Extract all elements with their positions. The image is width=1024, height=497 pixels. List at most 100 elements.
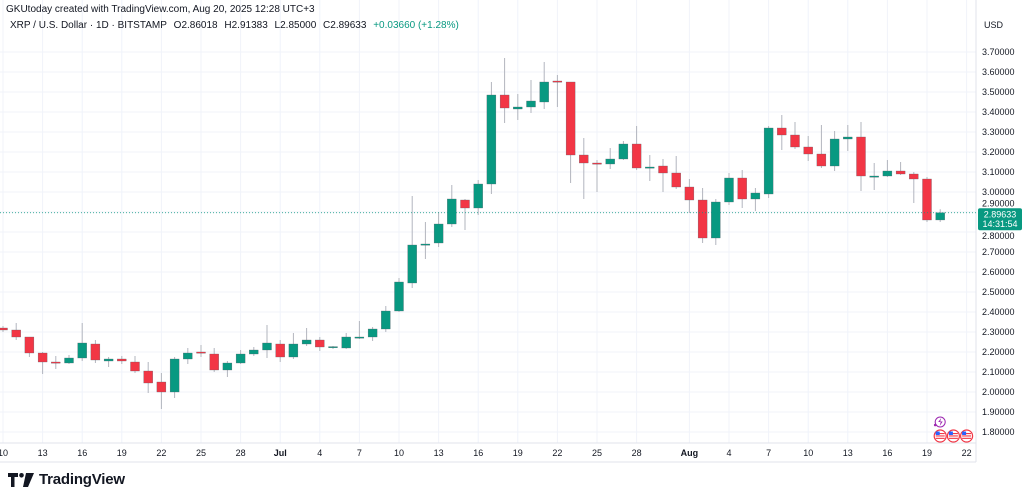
candle[interactable] [328,346,338,349]
candle[interactable] [631,126,642,170]
candle[interactable] [77,323,87,361]
candle[interactable] [37,352,48,374]
candle[interactable] [513,94,523,120]
candle[interactable] [433,212,444,247]
candle[interactable] [460,199,470,230]
candle[interactable] [288,333,299,359]
candles [0,58,945,409]
candle-body [183,352,193,360]
candle-body [711,201,721,239]
candle[interactable] [724,173,734,205]
time-tick-label: 13 [434,448,444,458]
candle[interactable] [829,131,840,171]
candle[interactable] [526,80,536,113]
symbol-legend: XRP / U.S. Dollar · 1D · BITSTAMP O2.860… [10,20,463,31]
candle[interactable] [882,160,893,177]
price-tick-label: 1.80000 [982,427,1015,437]
candle[interactable] [354,321,365,339]
candle[interactable] [183,348,193,364]
candle[interactable] [301,328,312,346]
symbol-title[interactable]: XRP / U.S. Dollar · 1D · BITSTAMP [10,20,167,31]
candle[interactable] [856,122,866,191]
candle[interactable] [499,58,510,123]
candle[interactable] [24,336,35,357]
candle[interactable] [618,141,629,160]
candle[interactable] [447,185,457,227]
candle[interactable] [64,355,74,364]
candle[interactable] [816,125,827,168]
candle[interactable] [922,177,932,222]
candle[interactable] [592,160,602,192]
candle[interactable] [235,350,246,364]
time-axis[interactable]: 10 13 16 19 22 25 28 Jul 4 7 10 13 16 19 22 25 28 Aug 4 7 10… [0,448,972,458]
candle[interactable] [367,327,378,341]
candle[interactable] [275,340,285,362]
candle[interactable] [790,122,800,149]
candle-body [420,243,431,246]
candle[interactable] [895,162,906,175]
candle-body [156,381,167,393]
candle[interactable] [711,199,721,245]
candle[interactable] [777,115,787,150]
candle[interactable] [763,126,774,198]
candle[interactable] [394,278,404,312]
events-row[interactable] [933,416,974,443]
us-flag-icon[interactable] [959,429,974,443]
candle[interactable] [565,81,576,183]
candle[interactable] [420,222,431,259]
candle[interactable] [803,136,813,161]
candle[interactable] [117,356,127,364]
candle[interactable] [249,347,259,356]
candle[interactable] [486,82,497,194]
currency-label[interactable]: USD [984,20,1004,30]
candle[interactable] [143,362,153,393]
candle[interactable] [209,348,219,372]
candle[interactable] [750,188,761,211]
candle[interactable] [407,196,417,288]
candle[interactable] [539,62,549,109]
lightning-icon[interactable] [933,416,946,428]
candle[interactable] [262,325,272,358]
candle[interactable] [843,125,853,151]
candle[interactable] [909,172,919,203]
candle[interactable] [315,337,325,351]
tradingview-logo[interactable]: TradingView [8,471,125,488]
candle[interactable] [90,340,101,363]
candle[interactable] [381,306,391,332]
candle[interactable] [658,159,668,192]
candle[interactable] [645,155,655,181]
candle-body [724,177,734,203]
open-value: O2.86018 [173,20,218,31]
candle-body [737,177,747,200]
candle[interactable] [222,361,233,377]
high-value: H2.91383 [224,20,268,31]
candle[interactable] [935,209,945,222]
price-tick-label: 2.10000 [982,367,1015,377]
candle[interactable] [156,373,167,409]
candle[interactable] [737,170,747,208]
candle[interactable] [51,356,61,369]
candle[interactable] [341,333,351,349]
price-tick-label: 2.20000 [982,347,1015,357]
candle[interactable] [0,326,8,332]
price-tick-label: 3.20000 [982,147,1015,157]
candle[interactable] [697,188,708,243]
candle[interactable] [552,75,563,107]
candle[interactable] [605,148,615,169]
candle[interactable] [473,180,483,215]
us-flag-icon[interactable] [946,429,961,443]
candle[interactable] [684,179,695,213]
candle[interactable] [196,345,206,357]
us-flag-icon[interactable] [933,429,947,443]
candle[interactable] [103,357,114,367]
candle[interactable] [11,323,21,340]
candle[interactable] [169,357,180,398]
candle[interactable] [579,138,589,199]
candle-body [618,143,629,160]
candle[interactable] [869,163,879,190]
price-tick-label: 3.70000 [982,47,1015,57]
candle[interactable] [130,356,140,373]
price-axis[interactable]: 3.70000 3.60000 3.50000 3.40000 3.30000 3.200… [982,47,1015,437]
candle[interactable] [671,156,681,189]
